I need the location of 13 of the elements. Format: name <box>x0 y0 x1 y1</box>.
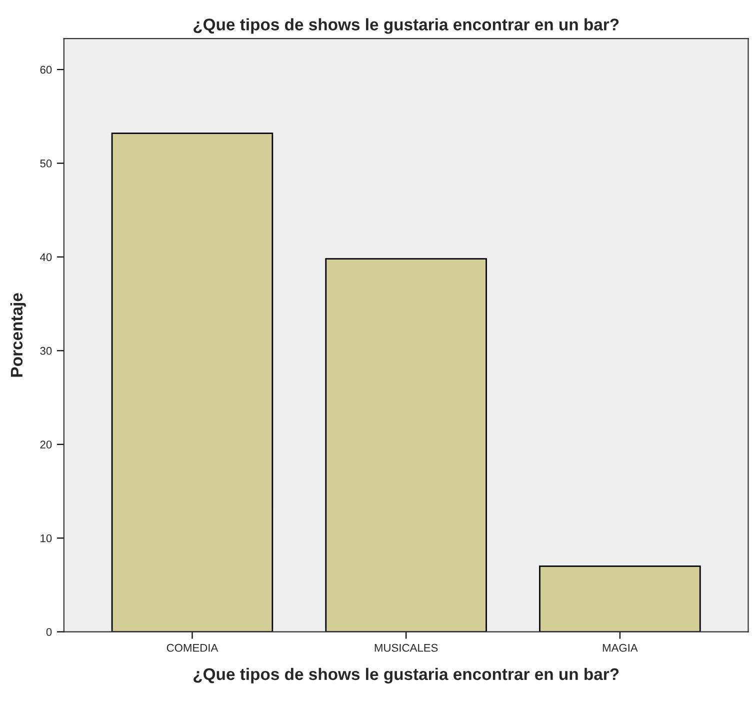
y-axis-title: Porcentaje <box>10 293 26 377</box>
y-tick-label: 20 <box>40 440 52 449</box>
y-tick-label: 50 <box>40 160 52 168</box>
x-tick-label: MAGIA <box>602 644 638 652</box>
y-tick-label: 30 <box>40 346 52 355</box>
chart-title: ¿Que tipos de shows le gustaria encontrar en un bar? <box>194 18 619 34</box>
y-tick-label: 10 <box>40 534 52 542</box>
x-tick-label: MUSICALES <box>374 644 438 652</box>
y-tick-label: 60 <box>40 66 52 74</box>
y-tick-label: 40 <box>40 253 52 262</box>
y-tick-label: 0 <box>46 628 52 636</box>
x-tick-label: COMEDIA <box>166 644 218 652</box>
x-axis-title: ¿Que tipos de shows le gustaria encontrar en un bar? <box>194 668 619 684</box>
